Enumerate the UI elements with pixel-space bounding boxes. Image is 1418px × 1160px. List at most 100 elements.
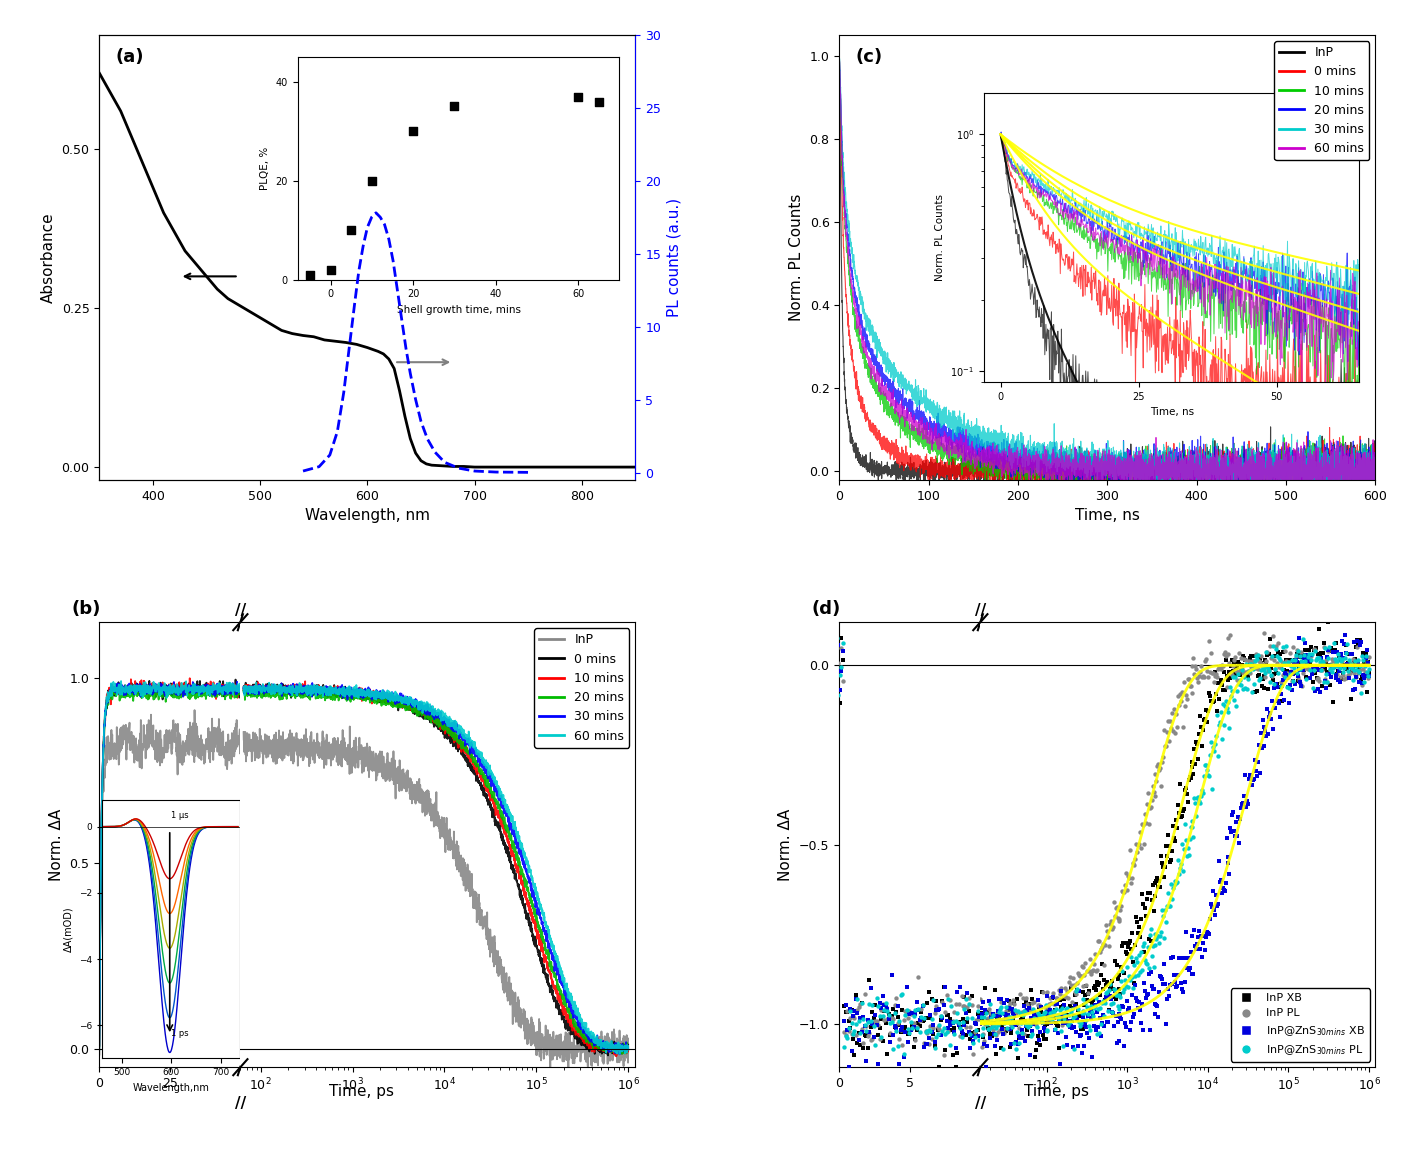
Point (1022, 993, 1045, 1012)
Point (1185, 733, 1208, 752)
Point (1183, 964, 1205, 983)
Point (1215, 698, 1238, 717)
Point (852, 1034, 875, 1052)
Point (898, 1024, 920, 1043)
Point (1306, 669, 1329, 688)
Point (905, 1001, 927, 1020)
Point (883, 1003, 906, 1022)
Point (1149, 872, 1171, 891)
Point (1181, 927, 1204, 945)
Point (1340, 644, 1363, 662)
Point (1265, 640, 1288, 659)
Point (861, 1029, 883, 1047)
Point (1300, 646, 1323, 665)
Point (837, 1058, 859, 1076)
Point (1334, 644, 1357, 662)
Point (1314, 665, 1337, 683)
Point (1157, 986, 1180, 1005)
Point (841, 1014, 864, 1032)
Point (1238, 661, 1261, 680)
Point (1132, 896, 1154, 914)
Point (903, 1037, 926, 1056)
Point (1116, 880, 1139, 899)
Point (1302, 679, 1324, 697)
Point (842, 1007, 865, 1025)
Point (1008, 1014, 1031, 1032)
Point (831, 641, 854, 660)
Point (1095, 915, 1117, 934)
Point (1015, 993, 1038, 1012)
Point (1286, 667, 1309, 686)
Point (1184, 657, 1207, 675)
Point (995, 991, 1018, 1009)
Point (1255, 652, 1278, 670)
Point (1007, 1001, 1029, 1020)
Point (1120, 923, 1143, 942)
Point (1018, 999, 1041, 1017)
Point (1224, 668, 1246, 687)
Point (1217, 629, 1239, 647)
Point (1248, 652, 1271, 670)
Point (1349, 636, 1371, 654)
Point (960, 995, 983, 1014)
Point (1229, 810, 1252, 828)
Point (953, 987, 976, 1006)
Point (1252, 658, 1275, 676)
Point (1052, 1036, 1075, 1054)
Point (916, 1022, 939, 1041)
Point (1340, 659, 1363, 677)
Point (1099, 915, 1122, 934)
Point (1191, 737, 1214, 755)
Point (1193, 934, 1215, 952)
Point (1024, 1047, 1046, 1066)
Point (1319, 657, 1341, 675)
Point (956, 1013, 978, 1031)
Point (1054, 1014, 1076, 1032)
Point (1285, 645, 1307, 664)
Point (1198, 687, 1221, 705)
Point (1046, 1016, 1069, 1035)
Point (993, 993, 1015, 1012)
Point (1343, 661, 1366, 680)
Point (937, 1022, 960, 1041)
Point (1157, 732, 1180, 751)
Point (1180, 942, 1202, 960)
Point (842, 1024, 865, 1043)
Point (1110, 897, 1133, 915)
Point (1127, 993, 1150, 1012)
Point (1188, 724, 1211, 742)
Point (988, 1000, 1011, 1018)
Point (1004, 1016, 1027, 1035)
Point (1093, 935, 1116, 954)
Point (883, 995, 906, 1014)
Point (1272, 638, 1295, 657)
Point (1007, 1014, 1029, 1032)
Point (1295, 652, 1317, 670)
Point (1285, 640, 1307, 659)
Point (852, 1038, 875, 1057)
Point (1276, 651, 1299, 669)
Point (1137, 964, 1160, 983)
Point (1055, 1028, 1078, 1046)
Point (990, 993, 1012, 1012)
Point (978, 1024, 1001, 1043)
Point (1236, 662, 1259, 681)
Point (1265, 637, 1288, 655)
Point (893, 1018, 916, 1037)
Point (1154, 1015, 1177, 1034)
Point (1204, 667, 1227, 686)
Point (1330, 669, 1353, 688)
Point (1115, 863, 1137, 882)
Point (954, 1025, 977, 1044)
Point (1123, 973, 1146, 992)
Point (1028, 1006, 1051, 1024)
Point (1222, 661, 1245, 680)
Point (1241, 655, 1263, 674)
Point (1326, 668, 1349, 687)
Point (994, 1012, 1017, 1030)
Point (1078, 1007, 1100, 1025)
Point (1058, 1012, 1081, 1030)
Point (1227, 809, 1249, 827)
Point (862, 1009, 885, 1028)
Point (1303, 661, 1326, 680)
